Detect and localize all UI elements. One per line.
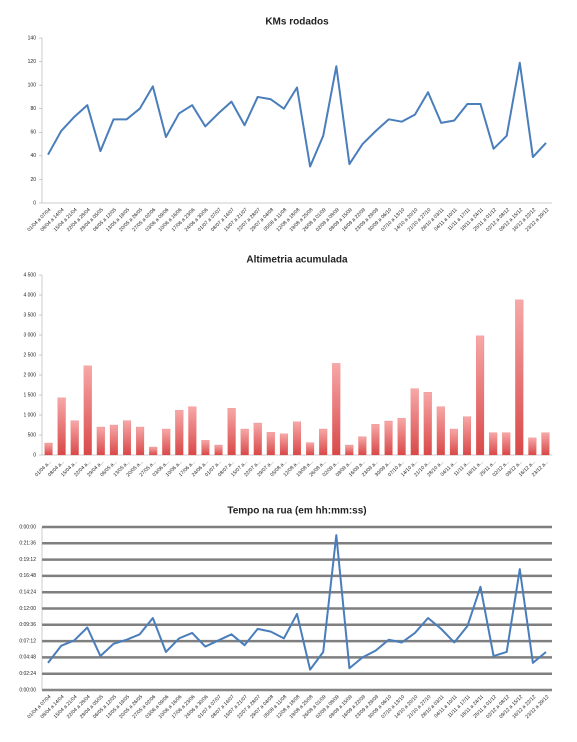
- bar: [462, 416, 472, 456]
- bar: [515, 299, 524, 456]
- y-tick-label: 60: [30, 130, 36, 136]
- bar: [136, 426, 145, 456]
- y-tick-label: 4 000: [23, 292, 36, 298]
- y-tick-label: 0:12:00: [19, 606, 36, 612]
- y-tick-label: 0:16:48: [19, 573, 36, 579]
- y-tick-label: 1 000: [23, 412, 36, 418]
- bar: [253, 422, 262, 456]
- y-tick-label: 0:09:36: [19, 622, 36, 628]
- bar: [70, 420, 79, 456]
- bar: [332, 363, 341, 456]
- bar: [384, 420, 393, 456]
- bar: [528, 437, 537, 456]
- bar: [358, 436, 367, 456]
- y-tick-label: 3 500: [23, 312, 36, 318]
- bar: [122, 420, 132, 456]
- bar: [83, 365, 92, 456]
- bar: [489, 432, 498, 456]
- y-tick-label: 120: [28, 59, 37, 65]
- bar: [476, 335, 485, 456]
- y-tick-label: 0:21:36: [19, 541, 36, 547]
- y-tick-label: 0:07:12: [19, 638, 36, 644]
- y-tick-label: 0:02:24: [19, 671, 36, 677]
- bar: [502, 432, 511, 456]
- y-tick-label: 0:14:24: [19, 590, 36, 596]
- bar: [319, 428, 328, 456]
- y-tick-label: 500: [28, 432, 37, 438]
- bar: [345, 444, 354, 456]
- bar: [214, 444, 223, 456]
- bar: [188, 406, 197, 456]
- y-tick-label: 0:04:48: [19, 655, 36, 661]
- bar: [292, 421, 302, 456]
- bar: [227, 408, 236, 456]
- y-tick-label: 2 000: [23, 372, 36, 378]
- y-tick-label: 0:19:12: [19, 557, 36, 563]
- y-tick-label: 20: [30, 177, 36, 183]
- bar: [306, 442, 315, 456]
- y-tick-label: 80: [30, 106, 36, 112]
- y-tick-label: 1 500: [23, 392, 36, 398]
- chart-title: KMs rodados: [265, 17, 329, 28]
- bar: [149, 446, 158, 456]
- y-tick-label: 0: [33, 452, 36, 458]
- y-tick-label: 100: [28, 82, 37, 88]
- y-tick-label: 2 500: [23, 352, 36, 358]
- bar: [162, 428, 171, 456]
- bar: [436, 406, 445, 456]
- bar: [240, 428, 249, 456]
- bar: [266, 432, 275, 456]
- bar: [109, 424, 118, 456]
- y-tick-label: 4 500: [23, 272, 36, 278]
- line-series: [47, 534, 547, 671]
- line-series: [47, 61, 547, 168]
- bar: [279, 433, 288, 456]
- y-tick-label: 140: [28, 35, 37, 41]
- bar: [201, 440, 210, 456]
- bar: [96, 426, 105, 456]
- y-tick-label: 0:00:00: [19, 687, 36, 693]
- y-tick-label: 0:00:00: [19, 524, 36, 530]
- y-tick-label: 40: [30, 153, 36, 159]
- bar: [541, 432, 550, 456]
- bar: [449, 428, 458, 456]
- chart-title: Tempo na rua (em hh:mm:ss): [227, 506, 366, 517]
- bar: [423, 392, 432, 456]
- bar: [44, 442, 53, 456]
- bar: [57, 397, 66, 456]
- bar: [410, 388, 419, 456]
- y-tick-label: 0: [33, 200, 36, 206]
- bar: [397, 418, 406, 456]
- bar: [371, 424, 380, 456]
- y-tick-label: 3 000: [23, 332, 36, 338]
- bar: [175, 410, 184, 456]
- chart-title: Altimetria acumulada: [246, 255, 348, 266]
